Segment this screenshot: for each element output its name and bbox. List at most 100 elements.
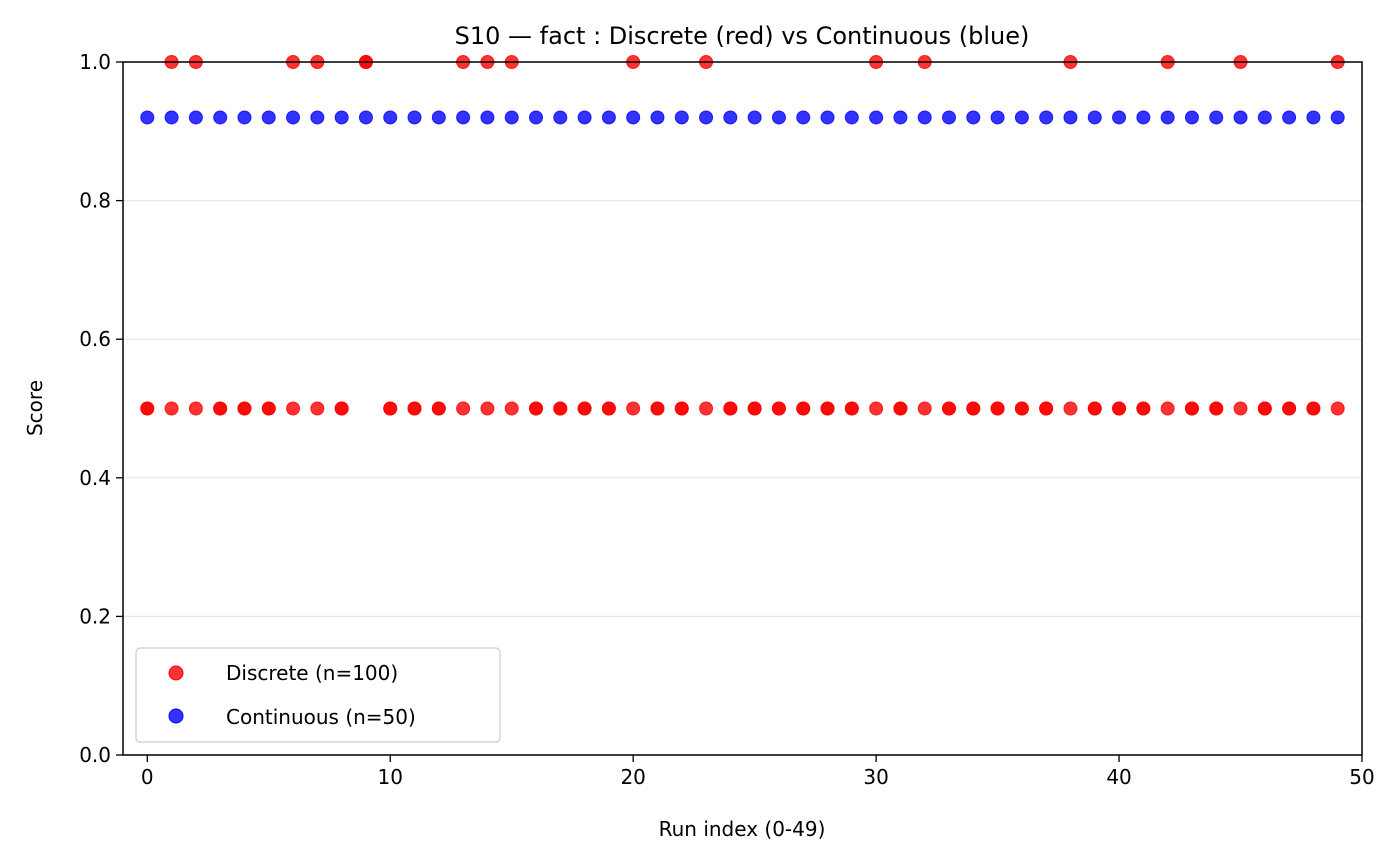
continuous-point (286, 110, 301, 125)
y-axis-ticks: 0.0 0.2 0.4 0.6 0.8 1.0 (79, 50, 123, 767)
y-tick-label: 0.4 (79, 466, 111, 490)
discrete-point (1087, 401, 1102, 416)
continuous-point (310, 110, 325, 125)
discrete-point (942, 401, 956, 416)
continuous-point (674, 110, 689, 125)
discrete-point (796, 401, 811, 416)
continuous-point (577, 110, 592, 125)
continuous-point (140, 110, 155, 125)
legend-box (135, 647, 501, 743)
discrete-point (844, 401, 859, 416)
continuous-point (1306, 110, 1321, 125)
discrete-point (310, 401, 325, 416)
discrete-point (577, 401, 592, 416)
x-tick-label: 0 (141, 765, 154, 789)
discrete-point (601, 401, 616, 416)
discrete-point (820, 401, 835, 416)
continuous-point (1039, 110, 1054, 125)
continuous-series-points (140, 110, 1345, 125)
continuous-point (1330, 110, 1345, 125)
discrete-point (407, 401, 422, 416)
y-tick-label: 0.6 (79, 327, 111, 351)
continuous-point (431, 110, 446, 125)
discrete-point (140, 401, 155, 416)
discrete-point (893, 401, 908, 416)
chart-title: S10 — fact : Discrete (red) vs Continuou… (455, 22, 1030, 50)
continuous-point (990, 110, 1005, 125)
discrete-point (237, 401, 252, 416)
discrete-point (1014, 401, 1029, 416)
discrete-point (1330, 401, 1345, 416)
discrete-point (529, 401, 543, 416)
discrete-point (383, 401, 398, 416)
discrete-point (553, 401, 568, 416)
continuous-point (529, 110, 543, 125)
discrete-point (504, 401, 519, 416)
continuous-point (820, 110, 835, 125)
x-tick-label: 50 (1349, 765, 1374, 789)
legend-marker-continuous (168, 708, 184, 724)
continuous-point (626, 110, 641, 125)
continuous-point (942, 110, 956, 125)
discrete-point (164, 401, 179, 416)
continuous-point (188, 110, 203, 125)
y-tick-label: 0.8 (79, 189, 111, 213)
continuous-point (480, 110, 495, 125)
discrete-point (1160, 401, 1175, 416)
continuous-point (1282, 110, 1297, 125)
continuous-point (358, 110, 373, 125)
discrete-point (771, 401, 786, 416)
continuous-point (1112, 110, 1127, 125)
discrete-point (431, 401, 446, 416)
continuous-point (844, 110, 859, 125)
discrete-point (334, 401, 349, 416)
continuous-point (213, 110, 228, 125)
discrete-point (213, 401, 228, 416)
x-axis-ticks: 0 10 20 30 40 50 (141, 755, 1375, 789)
discrete-point (1039, 401, 1054, 416)
continuous-point (1184, 110, 1199, 125)
discrete-point (1257, 401, 1272, 416)
discrete-point (747, 401, 762, 416)
continuous-point (747, 110, 762, 125)
continuous-point (699, 110, 714, 125)
discrete-point (480, 401, 495, 416)
discrete-point (456, 401, 471, 416)
continuous-point (650, 110, 665, 125)
discrete-point (1282, 401, 1297, 416)
continuous-point (261, 110, 276, 125)
discrete-point (1184, 401, 1199, 416)
discrete-point (723, 401, 738, 416)
continuous-point (723, 110, 738, 125)
x-tick-label: 20 (620, 765, 645, 789)
discrete-point (699, 401, 714, 416)
continuous-point (601, 110, 616, 125)
discrete-point (917, 401, 932, 416)
x-tick-label: 10 (378, 765, 403, 789)
x-tick-label: 40 (1106, 765, 1131, 789)
discrete-point (261, 401, 276, 416)
legend-marker-discrete (168, 665, 184, 681)
continuous-point (1087, 110, 1102, 125)
continuous-point (1136, 110, 1151, 125)
continuous-point (1233, 110, 1248, 125)
continuous-point (334, 110, 349, 125)
discrete-point (650, 401, 665, 416)
discrete-point (1233, 401, 1248, 416)
y-axis-label: Score (23, 380, 47, 436)
y-tick-label: 0.2 (79, 604, 111, 628)
continuous-point (893, 110, 908, 125)
continuous-point (553, 110, 568, 125)
x-tick-label: 30 (863, 765, 888, 789)
continuous-point (164, 110, 179, 125)
discrete-point (626, 401, 641, 416)
discrete-point (286, 401, 301, 416)
plot-frame (122, 61, 1363, 756)
discrete-point (1209, 401, 1224, 416)
discrete-point (990, 401, 1005, 416)
discrete-point (1306, 401, 1321, 416)
continuous-point (237, 110, 252, 125)
discrete-point (188, 401, 203, 416)
continuous-point (383, 110, 398, 125)
